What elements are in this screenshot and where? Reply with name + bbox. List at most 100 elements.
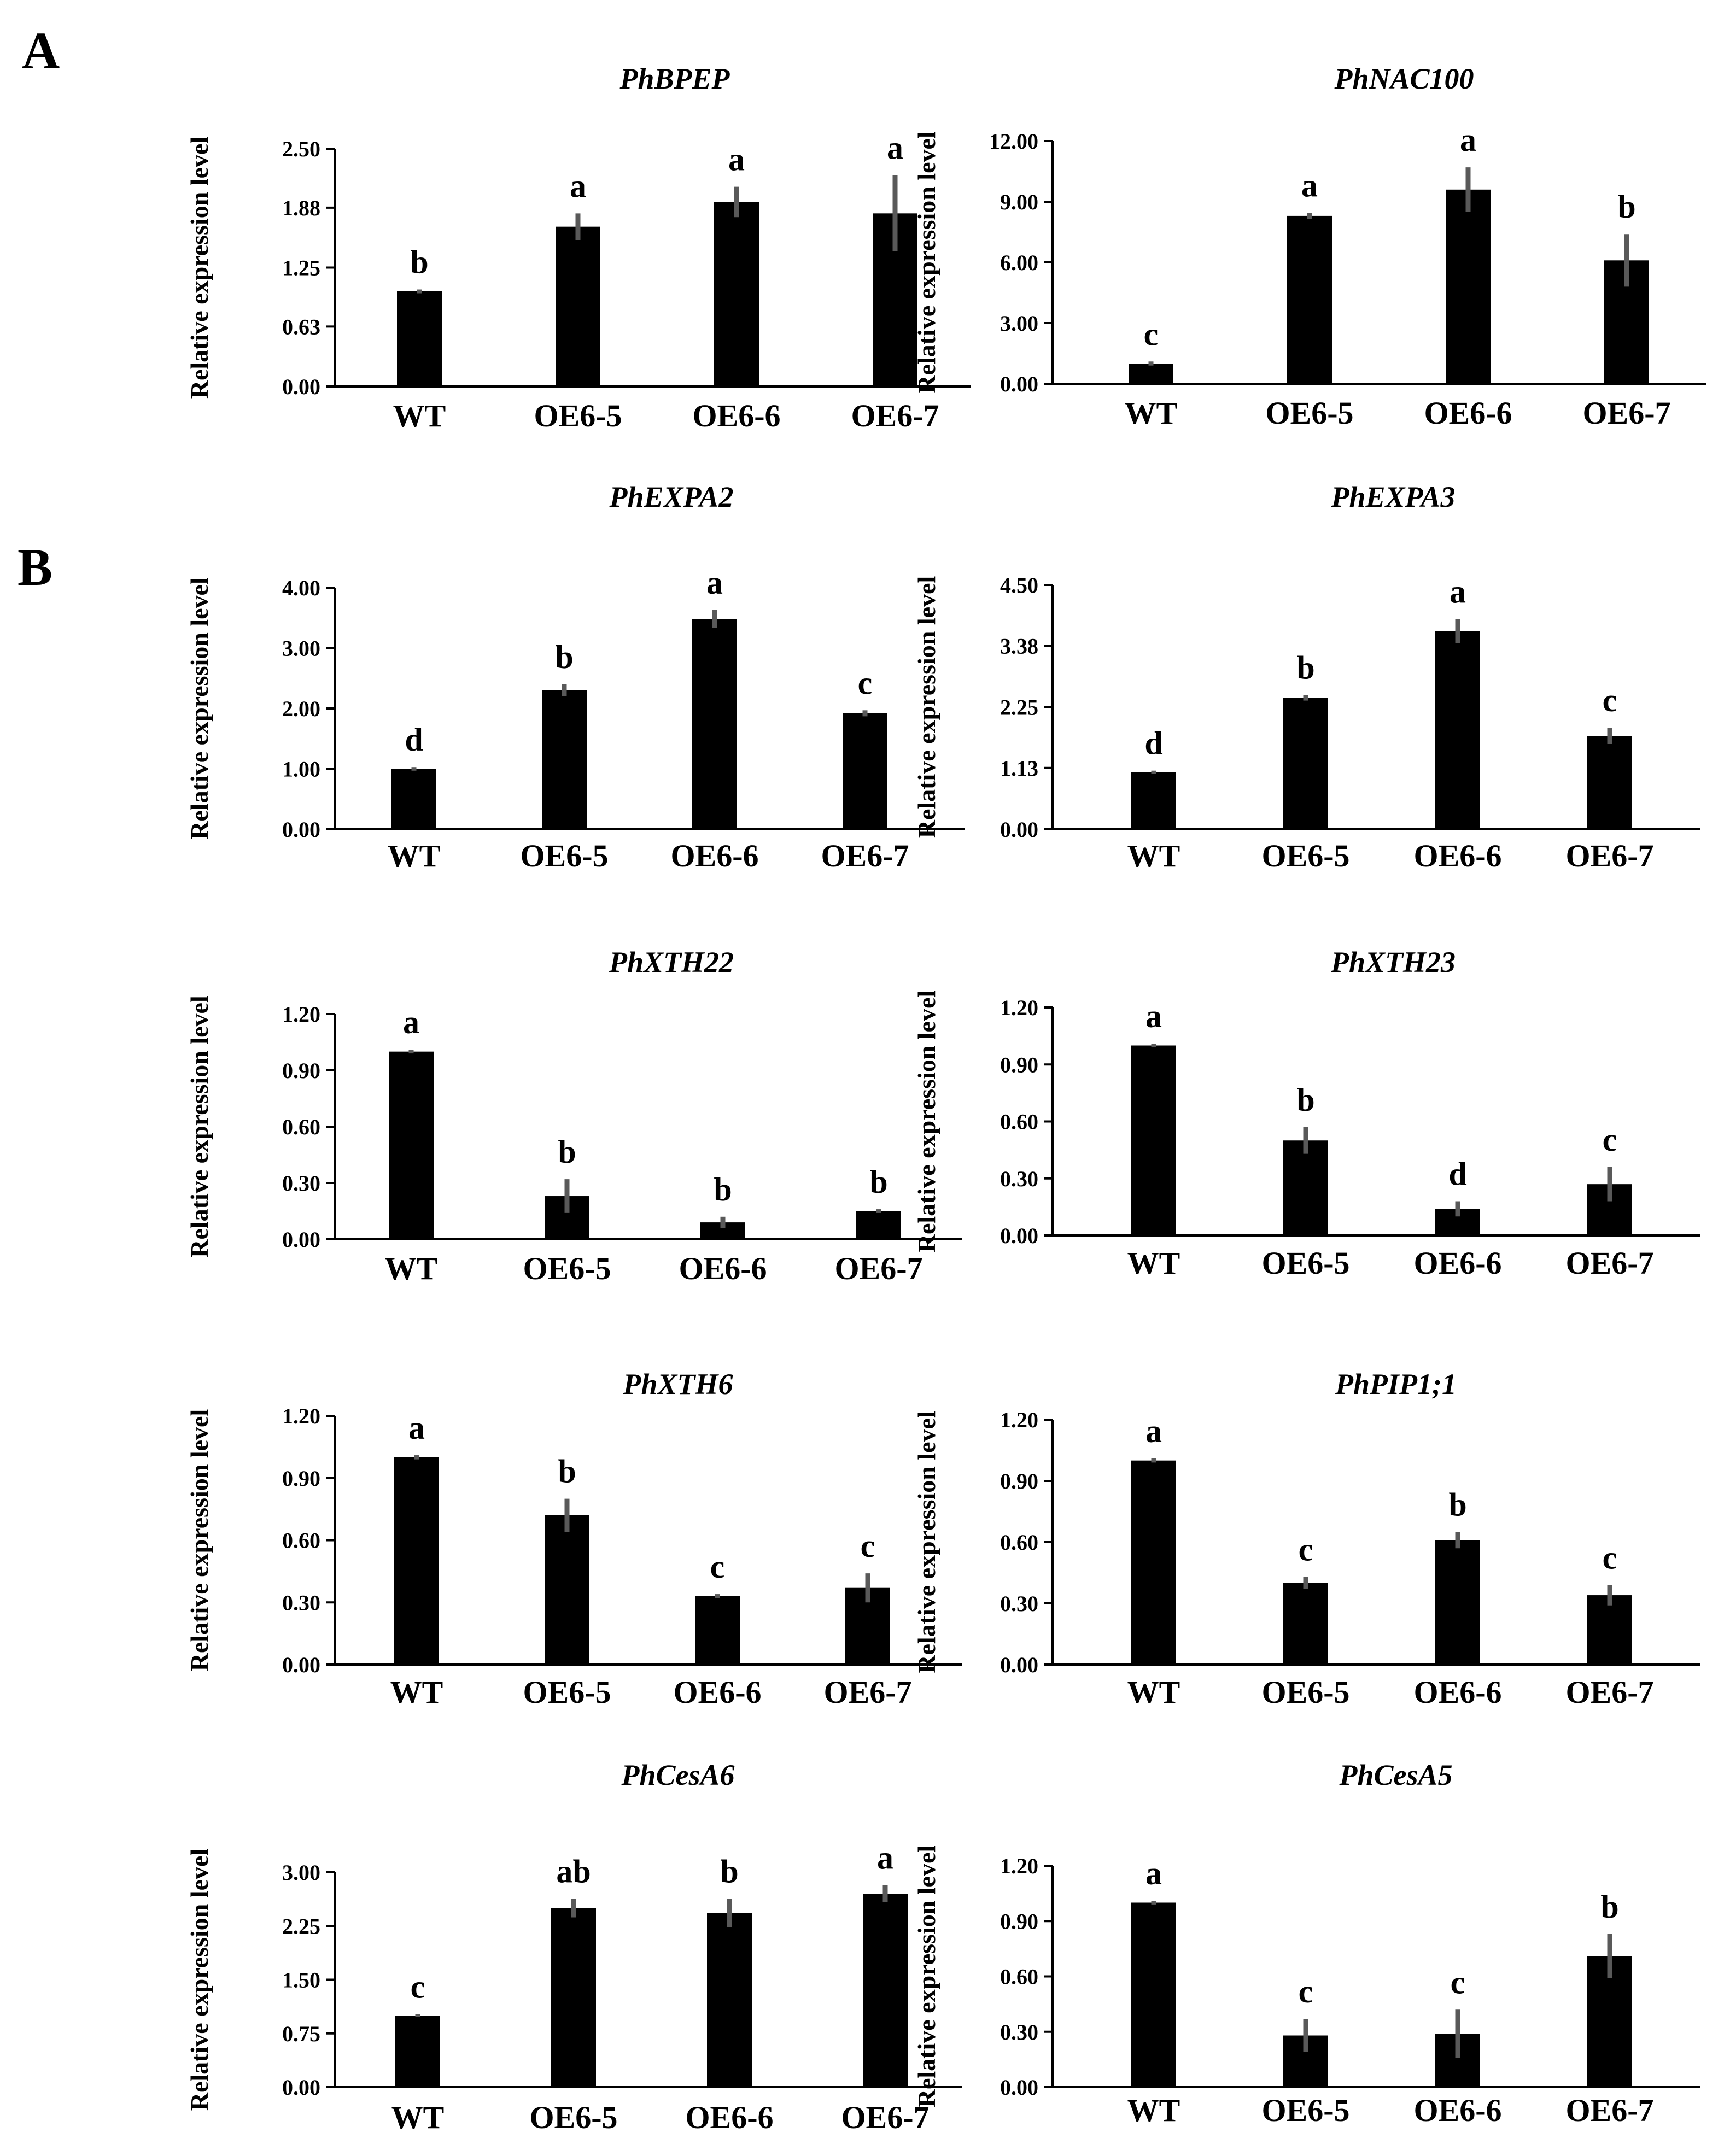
x-tick-label: WT [1127,2093,1180,2128]
significance-letter: ab [556,1853,591,1889]
significance-letter: a [1301,167,1318,203]
y-tick-label: 2.25 [282,1914,320,1938]
significance-letter: b [1448,1486,1466,1522]
x-tick-label: OE6-6 [1413,1245,1501,1281]
x-tick-label: WT [1127,838,1180,874]
x-tick-label: WT [390,1674,443,1710]
y-axis-label: Relative expression level [185,1849,213,2111]
y-tick-label: 6.00 [1000,250,1038,275]
significance-letter: b [1617,189,1635,225]
y-tick-label: 0.90 [1000,1469,1038,1493]
y-tick-label: 1.13 [1000,756,1038,781]
bar-wt [1131,1460,1176,1665]
significance-letter: a [887,130,903,166]
y-tick-label: 0.00 [1000,1653,1038,1677]
y-tick-label: 0.30 [282,1171,320,1196]
chart-phcesa6: PhCesA6 Relative expression level 0.00 0.75… [185,1759,962,2135]
y-tick-label: 0.60 [1000,1110,1038,1134]
y-axis-label: Relative expression level [913,131,940,394]
bar-wt [1131,772,1176,829]
significance-letter: a [706,565,723,601]
x-tick-label: WT [1127,1245,1180,1281]
significance-letter: d [1144,725,1162,761]
x-tick-label: OE6-7 [1565,838,1653,874]
chart-phbpep: PhBPEP Relative expression level 0.00 0.63 1… [185,62,971,433]
significance-letter: a [408,1410,425,1446]
y-tick-label: 0.00 [1000,817,1038,842]
y-tick-label: 0.60 [282,1528,320,1553]
y-tick-label: 1.00 [282,757,320,782]
bar-oe6-6 [1446,189,1491,384]
bar-wt [1131,1045,1176,1235]
bar-wt [1131,1902,1176,2087]
significance-letter: d [405,722,423,758]
chart-title: PhXTH6 [622,1368,733,1401]
significance-letter: c [1451,1964,1465,2000]
y-tick-label: 0.90 [282,1058,320,1083]
x-tick-label: OE6-6 [673,1674,761,1710]
significance-letter: c [858,665,873,701]
x-tick-label: OE6-5 [523,1251,611,1286]
chart-phnac100: PhNAC100 Relative expression level 0.00 3.0… [913,62,1706,431]
significance-letter: b [1296,1082,1314,1118]
bar-oe6-6 [1435,631,1480,829]
x-tick-label: OE6-6 [670,838,758,874]
x-tick-label: OE6-5 [1261,838,1349,874]
y-tick-label: 0.00 [282,2075,320,2100]
x-tick-label: WT [385,1251,438,1286]
x-tick-label: WT [1127,1674,1180,1710]
significance-letter: c [1603,1122,1617,1158]
bar-oe6-6 [1435,1540,1480,1665]
chart-phxth6: PhXTH6 Relative expression level 0.00 0.30 0… [185,1368,962,1710]
y-tick-label: 0.00 [282,374,320,399]
x-tick-label: OE6-5 [1265,395,1353,431]
x-tick-label: OE6-5 [534,398,622,433]
significance-letter: c [1603,682,1617,718]
y-axis-label: Relative expression level [185,577,213,840]
x-tick-label: WT [1125,395,1178,431]
y-tick-label: 1.88 [282,196,320,220]
x-tick-label: OE6-7 [821,838,909,874]
y-axis-label: Relative expression level [185,995,213,1258]
y-tick-label: 3.00 [282,636,320,661]
chart-title: PhEXPA3 [1330,481,1455,513]
chart-title: PhEXPA2 [609,481,733,513]
significance-letter: b [869,1164,887,1200]
y-tick-label: 0.63 [282,314,320,339]
x-tick-label: OE6-5 [523,1674,611,1710]
y-axis-label: Relative expression level [913,1411,940,1673]
bar-oe6-5 [556,226,600,386]
bar-oe6-7 [856,1211,901,1239]
y-tick-label: 2.00 [282,696,320,721]
significance-letter: b [558,1454,576,1490]
y-tick-label: 0.00 [282,1227,320,1252]
bar-oe6-7 [843,713,887,829]
bar-oe6-5 [1283,698,1328,829]
x-tick-label: OE6-7 [1565,1245,1653,1281]
x-tick-label: OE6-6 [692,398,780,433]
y-tick-label: 1.20 [282,1002,320,1027]
significance-letter: c [861,1528,875,1564]
x-tick-label: OE6-7 [834,1251,922,1286]
bar-wt [391,769,436,829]
y-tick-label: 3.00 [1000,311,1038,336]
x-tick-label: OE6-7 [841,2100,929,2135]
significance-letter: c [1299,1531,1313,1567]
y-tick-label: 0.00 [1000,372,1038,396]
y-tick-label: 3.00 [282,1860,320,1885]
y-tick-label: 0.60 [282,1115,320,1139]
significance-letter: b [555,639,573,675]
significance-letter: c [411,1968,425,2005]
x-tick-label: WT [388,838,441,874]
x-tick-label: OE6-6 [1424,395,1512,431]
panel-label-a: A [22,21,60,80]
bar-oe6-7 [863,1894,908,2087]
y-tick-label: 0.90 [1000,1052,1038,1077]
chart-phexpa3: PhEXPA3 Relative expression level 0.00 1.13… [913,481,1700,874]
chart-title: PhCesA6 [621,1759,734,1791]
bar-oe6-5 [545,1515,589,1665]
significance-letter: b [410,244,428,280]
y-tick-label: 1.20 [1000,1408,1038,1432]
bar-oe6-5 [542,690,587,829]
